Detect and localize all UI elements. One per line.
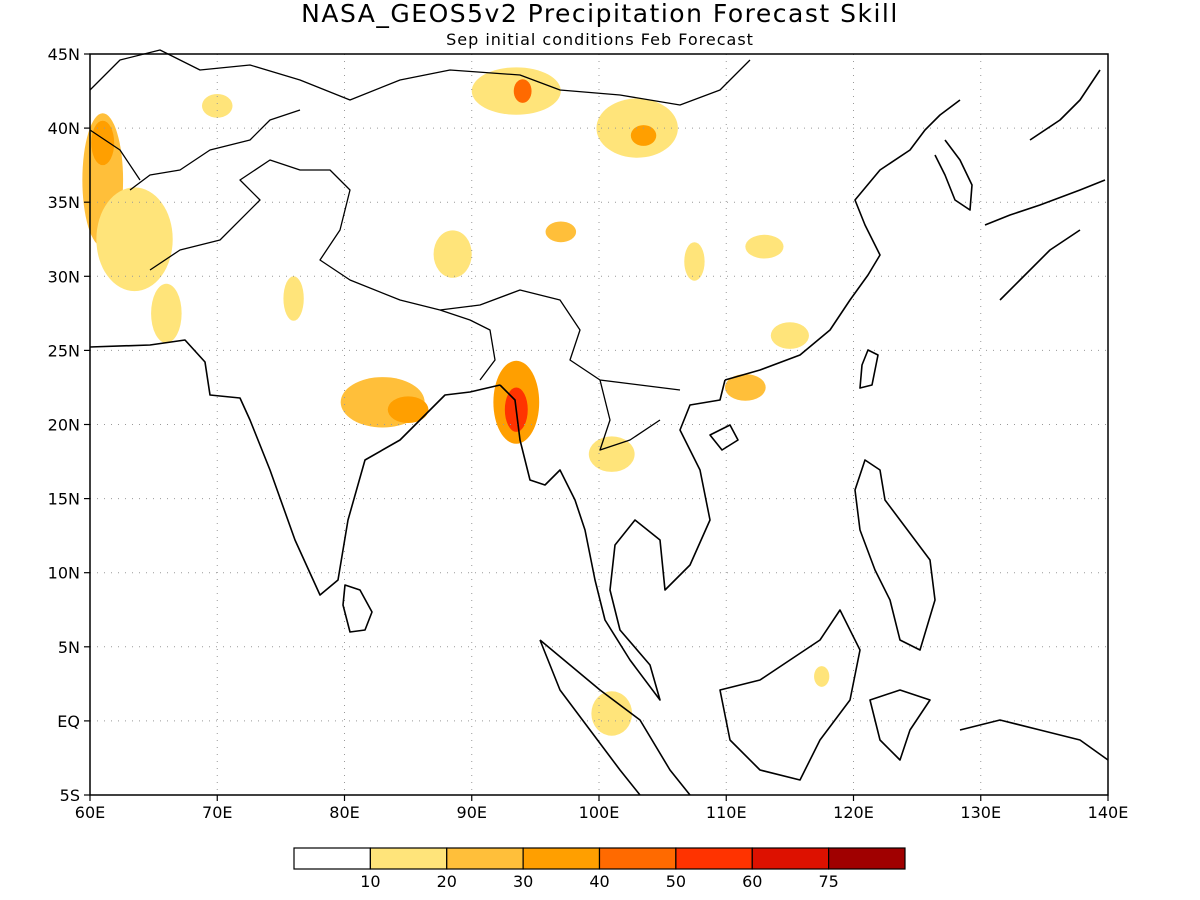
skill-region-laos [588, 436, 635, 472]
skill-region-india-east-core [387, 396, 429, 424]
coastline-sulawesi [869, 689, 1109, 761]
x-tick-label: 60E [75, 803, 105, 822]
x-tick-label: 70E [202, 803, 232, 822]
y-tick-label: 35N [48, 193, 80, 212]
coastline-taiwan [859, 349, 879, 389]
skill-region-mongolia-west-core [513, 79, 532, 103]
skill-region-sichuan-east [745, 234, 784, 259]
map-title: NASA_GEOS5v2 Precipitation Forecast Skil… [301, 0, 899, 28]
colorbar-swatch [369, 847, 448, 870]
colorbar-swatch [598, 847, 677, 870]
x-tick-label: 140E [1088, 803, 1129, 822]
colorbar-label: 10 [360, 872, 380, 891]
gridlines [90, 54, 1108, 795]
coastline-philippines [854, 459, 936, 651]
y-tick-label: 45N [48, 45, 80, 64]
skill-region-fujian [770, 322, 809, 349]
skill-region-tibet-west [433, 230, 472, 278]
colorbar-swatch [751, 847, 830, 870]
x-tick-label: 110E [706, 803, 747, 822]
y-tick-label: 40N [48, 119, 80, 138]
y-tick-label: 30N [48, 267, 80, 286]
colorbar-label: 75 [818, 872, 838, 891]
skill-layer [82, 67, 830, 736]
colorbar: 10 20 30 40 50 60 75 [293, 847, 906, 891]
plot-frame [89, 53, 1109, 796]
skill-region-guangdong [724, 374, 766, 401]
x-tick-label: 130E [960, 803, 1001, 822]
coastline-sri-lanka [342, 584, 373, 633]
coastline-indochina [499, 379, 726, 701]
coastline-japan [984, 69, 1106, 301]
colorbar-swatch [675, 847, 753, 870]
y-tick-label: 10N [48, 564, 80, 583]
map-subtitle: Sep initial conditions Feb Forecast [446, 30, 754, 49]
skill-region-kazakh-south [201, 94, 233, 118]
skill-region-iran-afghan [96, 187, 173, 292]
skill-region-mongolia-central-core [630, 125, 657, 146]
y-tick-label: 20N [48, 416, 80, 435]
plot-area [82, 49, 1109, 796]
y-tick-label: 5N [58, 638, 80, 657]
skill-region-india-north [283, 276, 304, 321]
plot-border [89, 53, 1109, 796]
coastline-korea [934, 139, 973, 211]
skill-region-gansu [684, 242, 705, 281]
x-tick-label: 90E [457, 803, 487, 822]
coastlines [89, 49, 1109, 796]
colorbar-swatch [522, 847, 601, 870]
coastline-hainan [709, 424, 739, 451]
skill-region-borneo [814, 666, 830, 687]
x-tick-label: 100E [579, 803, 620, 822]
colorbar-swatch [828, 847, 906, 870]
colorbar-label: 30 [513, 872, 533, 891]
colorbar-label: 40 [589, 872, 609, 891]
axis-ticks: 60E 70E 80E 90E 100E 110E 120E 130E 140E 45N 40N 35… [48, 45, 1129, 822]
x-tick-label: 120E [833, 803, 874, 822]
x-tick-label: 80E [329, 803, 359, 822]
country-borders [89, 49, 751, 451]
coastline-borneo [719, 609, 861, 781]
coastline-china [724, 99, 961, 381]
y-tick-label: EQ [57, 712, 80, 731]
colorbar-label: 60 [742, 872, 762, 891]
skill-region-tibet-central [545, 221, 577, 243]
coastline-india [89, 339, 501, 596]
skill-region-pakistan [151, 283, 182, 343]
coastline-sumatra [539, 639, 691, 796]
y-tick-label: 15N [48, 490, 80, 509]
y-tick-label: 5S [60, 786, 80, 805]
skill-region-iran-west-core [91, 120, 115, 166]
skill-region-sumatra [591, 691, 633, 736]
colorbar-swatch [293, 847, 371, 870]
y-tick-label: 25N [48, 341, 80, 360]
colorbar-label: 20 [437, 872, 457, 891]
colorbar-swatch [446, 847, 524, 870]
colorbar-label: 50 [666, 872, 686, 891]
